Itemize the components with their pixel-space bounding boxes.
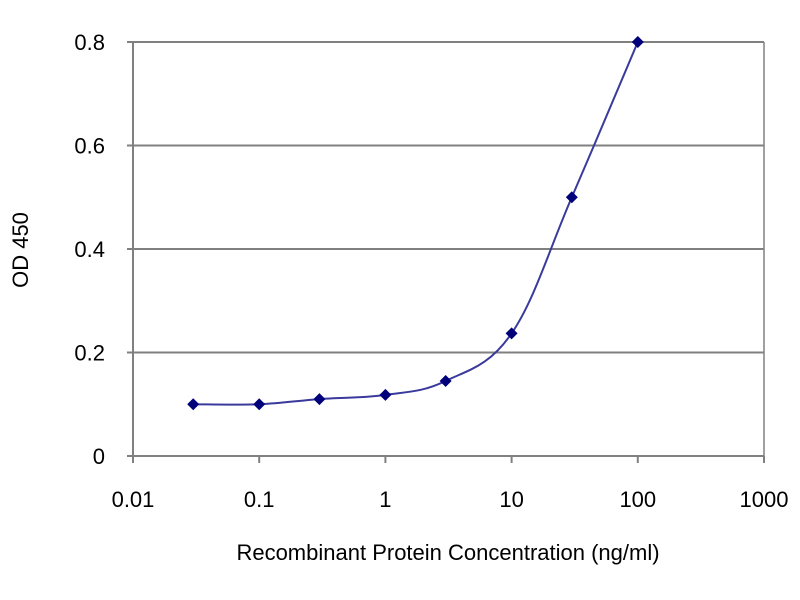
x-axis-title: Recombinant Protein Concentration (ng/ml… [236,540,659,565]
data-point-1 [253,398,266,411]
y-axis-title: OD 450 [8,212,33,288]
gridlines [133,41,764,354]
x-tick-label-5: 1000 [740,487,789,512]
x-tick-label-2: 1 [379,487,391,512]
series-layer [187,36,644,411]
x-tick-label-0: 0.01 [112,487,155,512]
y-tick-label-3: 0.6 [74,134,105,159]
data-point-3 [379,388,392,401]
axes [127,41,765,463]
y-tick-label-1: 0.2 [74,341,105,366]
data-point-5 [505,327,518,340]
x-tick-label-1: 0.1 [244,487,275,512]
x-tick-label-4: 100 [619,487,656,512]
series-line-0 [193,41,639,406]
y-tick-label-0: 0 [93,444,105,469]
y-tick-label-4: 0.8 [74,30,105,55]
tick-labels: 0 0.2 0.4 0.6 0.8 0.01 0.1 1 10 100 1000 [74,30,788,512]
data-point-4 [439,374,452,387]
x-tick-label-3: 10 [499,487,523,512]
data-point-7 [631,36,644,48]
y-tick-label-2: 0.4 [74,237,105,262]
data-point-6 [565,191,578,204]
data-point-0 [187,398,200,411]
data-point-2 [313,393,326,406]
